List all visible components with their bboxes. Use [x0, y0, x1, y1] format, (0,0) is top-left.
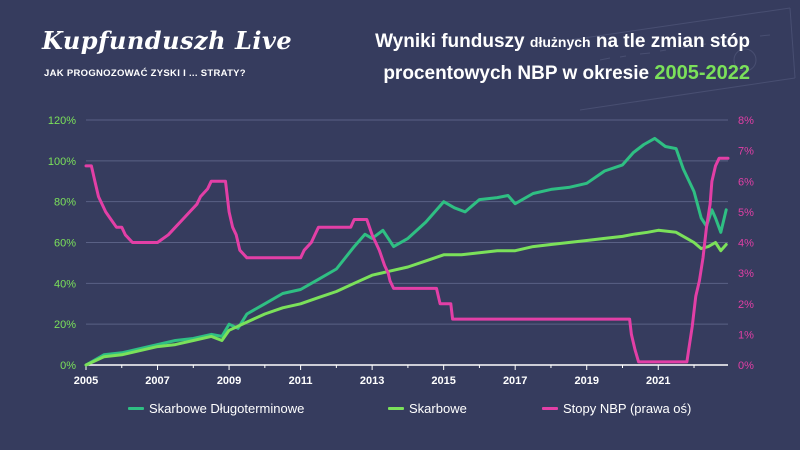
series-line-skarbowe-dlugoterminowe — [84, 136, 728, 367]
legend-swatch-nbp — [542, 407, 558, 410]
right-tick-label-3: 3% — [738, 268, 754, 280]
legend-swatch-long — [128, 407, 144, 410]
right-tick-label-5: 5% — [738, 207, 754, 219]
left-tick-label-5: 100% — [48, 156, 76, 168]
legend-item-long: Skarbowe Długoterminowe — [128, 401, 304, 416]
chart-title: Wyniki funduszy dłużnych na tle zmian st… — [270, 26, 750, 89]
legend-item-treasury: Skarbowe — [388, 401, 467, 416]
title-line2: procentowych NBP w okresie — [383, 63, 655, 84]
right-tick-label-4: 4% — [738, 238, 754, 250]
thermometer-decoration — [569, 7, 796, 111]
brand-logo: Kupfunduszh Live — [42, 26, 293, 55]
left-tick-label-4: 80% — [54, 197, 76, 209]
title-accent-years: 2005-2022 — [654, 62, 750, 84]
legend-label-nbp: Stopy NBP (prawa oś) — [563, 401, 692, 416]
x-tick-label-6: 2017 — [503, 375, 527, 387]
legend-label-long: Skarbowe Długoterminowe — [149, 401, 305, 416]
legend-item-nbp: Stopy NBP (prawa oś) — [542, 401, 691, 416]
x-tick-label-8: 2021 — [646, 375, 670, 387]
x-tick-label-0: 2005 — [74, 375, 98, 387]
x-tick-label-4: 2013 — [360, 375, 384, 387]
right-tick-label-0: 0% — [738, 360, 754, 372]
left-tick-label-3: 60% — [54, 238, 76, 250]
right-tick-label-2: 2% — [738, 299, 754, 311]
left-tick-label-1: 20% — [54, 319, 76, 331]
legend-swatch-treasury — [388, 407, 404, 410]
legend-label-treasury: Skarbowe — [409, 401, 467, 416]
left-tick-label-2: 40% — [54, 278, 76, 290]
title-part1: Wyniki funduszy — [375, 31, 530, 52]
chart-legend: Skarbowe Długoterminowe Skarbowe Stopy N… — [0, 401, 800, 421]
left-tick-label-0: 0% — [60, 360, 76, 372]
x-tick-label-2: 2009 — [217, 375, 241, 387]
x-tick-label-5: 2015 — [431, 375, 455, 387]
right-tick-label-8: 8% — [738, 115, 754, 127]
x-tick-label-1: 2007 — [145, 375, 169, 387]
right-tick-label-1: 1% — [738, 329, 754, 341]
brand-tagline: JAK PROGNOZOWAĆ ZYSKI I ... STRATY? — [44, 68, 246, 79]
left-tick-label-6: 120% — [48, 115, 76, 127]
series-line-skarbowe — [84, 228, 728, 367]
right-tick-label-7: 7% — [738, 146, 754, 158]
title-part2: na tle zmian stóp — [590, 31, 750, 52]
x-tick-label-7: 2019 — [574, 375, 598, 387]
right-tick-label-6: 6% — [738, 176, 754, 188]
title-part1-small: dłużnych — [529, 34, 591, 50]
series-line-stopy-nbp — [84, 156, 730, 364]
x-tick-label-3: 2011 — [289, 375, 313, 387]
